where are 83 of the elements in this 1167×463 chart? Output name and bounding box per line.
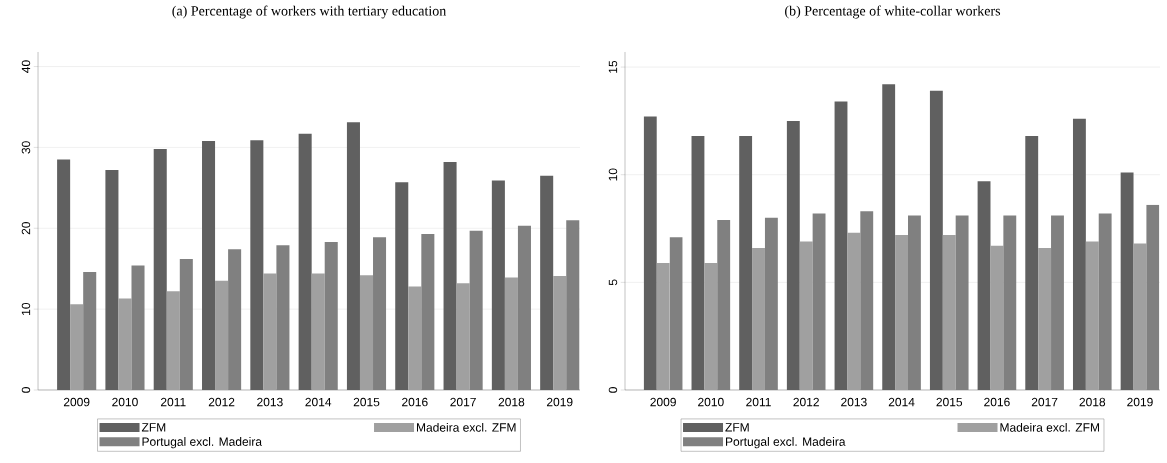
bar bbox=[1133, 243, 1147, 390]
x-tick-label: 2019 bbox=[546, 397, 573, 407]
legend-label: Madeira excl. ZFM bbox=[417, 422, 516, 432]
x-tick-label: 2017 bbox=[1031, 397, 1058, 407]
legend-label: ZFM bbox=[725, 423, 749, 432]
bar bbox=[359, 275, 374, 390]
bar bbox=[456, 283, 470, 390]
bar bbox=[166, 291, 180, 390]
bar bbox=[812, 213, 826, 390]
bar bbox=[1051, 215, 1064, 390]
bar bbox=[1038, 247, 1052, 390]
y-tick-label: 0 bbox=[21, 387, 31, 393]
y-tick-label: 5 bbox=[608, 279, 618, 286]
bar bbox=[704, 262, 718, 390]
bar bbox=[799, 241, 813, 390]
y-tick-label: 0 bbox=[608, 387, 618, 393]
chart-title: (b) Percentage of white-collar workers bbox=[785, 5, 1001, 19]
bar bbox=[469, 230, 483, 390]
bar bbox=[215, 280, 229, 390]
chart-title: (a) Percentage of workers with tertiary education bbox=[172, 5, 447, 19]
bar bbox=[717, 219, 731, 390]
bar bbox=[669, 237, 683, 390]
x-tick-label: 2012 bbox=[793, 397, 819, 407]
y-tick-label: 20 bbox=[21, 222, 31, 235]
x-tick-label: 2019 bbox=[1127, 397, 1153, 407]
x-tick-label: 2010 bbox=[112, 397, 138, 407]
bar bbox=[1003, 215, 1017, 390]
bar bbox=[942, 234, 956, 390]
legend-label: Madeira excl. ZFM bbox=[1000, 422, 1099, 432]
bar bbox=[752, 247, 765, 390]
bar bbox=[566, 220, 580, 390]
bar bbox=[421, 233, 435, 390]
y-tick-label: 15 bbox=[608, 60, 618, 73]
bar bbox=[131, 265, 145, 390]
bar bbox=[860, 211, 874, 390]
x-tick-label: 2011 bbox=[160, 397, 186, 407]
x-tick-label: 2012 bbox=[208, 397, 235, 407]
x-tick-label: 2018 bbox=[1079, 397, 1106, 407]
bar bbox=[1098, 213, 1112, 390]
bar bbox=[517, 225, 531, 390]
bar bbox=[228, 249, 242, 390]
bar bbox=[263, 273, 277, 390]
bar bbox=[895, 234, 908, 390]
bar bbox=[373, 237, 387, 390]
y-tick-label: 30 bbox=[21, 141, 31, 154]
x-tick-label: 2013 bbox=[257, 397, 283, 407]
x-tick-label: 2010 bbox=[698, 397, 724, 407]
x-tick-label: 2014 bbox=[305, 397, 332, 407]
x-tick-label: 2018 bbox=[498, 397, 525, 407]
x-tick-label: 2009 bbox=[650, 397, 676, 407]
x-tick-label: 2017 bbox=[450, 397, 476, 407]
bar bbox=[1085, 241, 1099, 390]
bar bbox=[656, 262, 670, 390]
bar bbox=[324, 242, 338, 390]
bar bbox=[955, 215, 969, 390]
bar bbox=[179, 258, 193, 390]
bar bbox=[276, 245, 290, 390]
x-tick-label: 2015 bbox=[936, 397, 963, 407]
x-tick-label: 2014 bbox=[888, 397, 915, 407]
x-tick-label: 2009 bbox=[63, 397, 90, 407]
legend-label: ZFM bbox=[141, 423, 166, 432]
y-tick-label: 40 bbox=[21, 60, 31, 73]
bar bbox=[70, 304, 84, 390]
bar bbox=[990, 245, 1004, 390]
bar bbox=[118, 298, 132, 390]
y-tick-label: 10 bbox=[608, 168, 618, 181]
bar bbox=[847, 232, 861, 390]
x-tick-label: 2011 bbox=[746, 397, 771, 407]
x-tick-label: 2016 bbox=[402, 397, 428, 407]
y-tick-label: 10 bbox=[21, 302, 31, 315]
bar bbox=[764, 217, 778, 390]
legend-label: Portugal excl. Madeira bbox=[142, 437, 262, 449]
bar bbox=[908, 215, 921, 390]
x-tick-label: 2015 bbox=[353, 397, 380, 407]
x-tick-label: 2013 bbox=[841, 397, 867, 407]
legend-label: Portugal excl. Madeira bbox=[726, 437, 846, 449]
x-tick-label: 2016 bbox=[984, 397, 1010, 407]
bar bbox=[553, 275, 567, 390]
bar bbox=[504, 277, 518, 390]
bar bbox=[83, 271, 97, 390]
bar bbox=[408, 286, 422, 390]
bar bbox=[311, 273, 325, 390]
bar bbox=[1146, 204, 1160, 390]
